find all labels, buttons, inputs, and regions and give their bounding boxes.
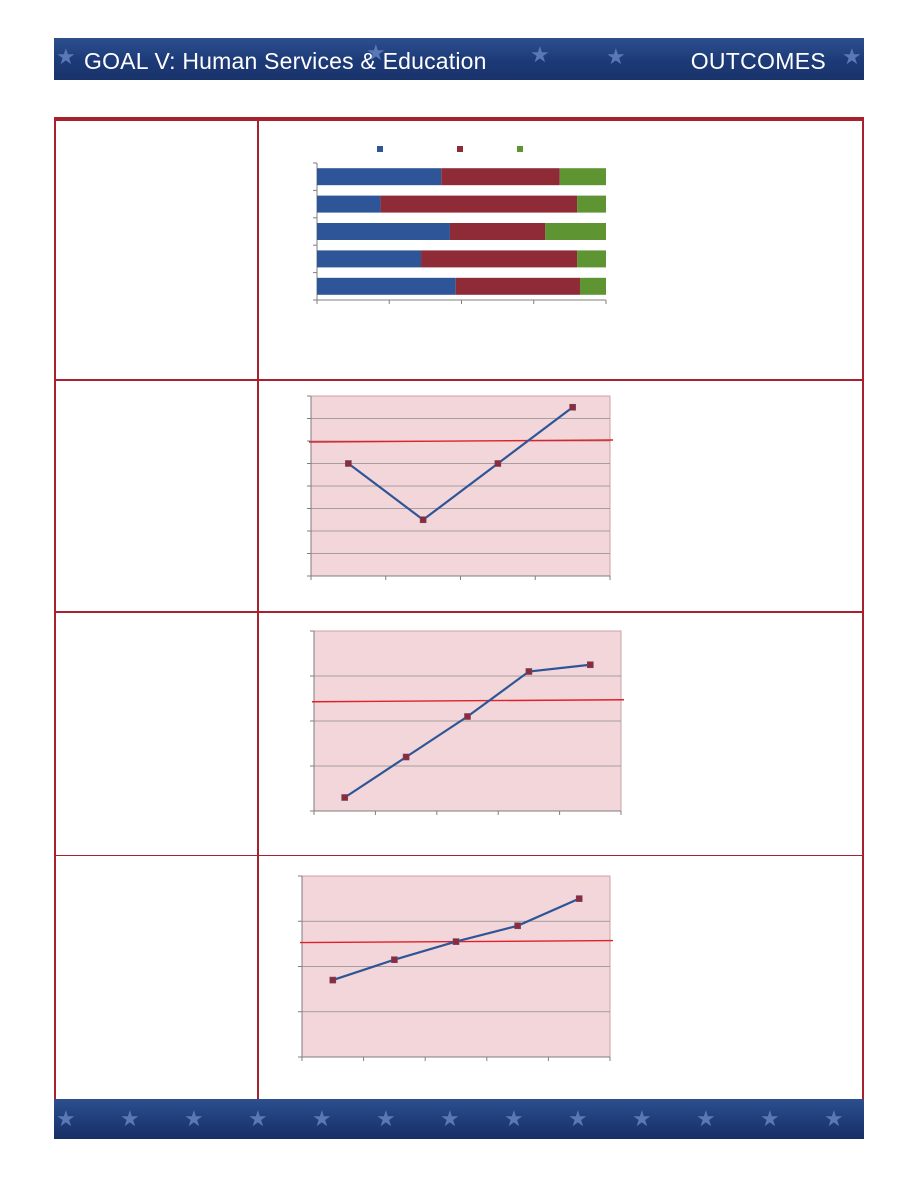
frame-top <box>54 117 864 121</box>
data-point <box>525 668 533 675</box>
star-icon: ★ <box>504 1106 524 1131</box>
bar-segment <box>579 277 606 295</box>
bar-segment <box>545 223 606 240</box>
data-point <box>402 753 410 761</box>
data-point <box>345 460 352 467</box>
star-icon: ★ <box>530 42 550 67</box>
star-icon: ★ <box>56 44 76 69</box>
target-line <box>308 439 614 443</box>
star-icon: ★ <box>632 1106 652 1131</box>
line-chart-3 <box>298 875 614 1061</box>
star-icon: ★ <box>440 1106 460 1131</box>
bar-segment <box>441 168 560 186</box>
data-point <box>575 895 583 902</box>
star-icon: ★ <box>842 44 862 69</box>
legend-marker <box>377 146 383 152</box>
bar-segment <box>380 195 578 213</box>
star-icon: ★ <box>376 1106 396 1131</box>
page-title: GOAL V: Human Services & Education <box>84 48 487 74</box>
star-icon: ★ <box>366 40 386 65</box>
data-point <box>514 922 521 930</box>
line-chart-1 <box>307 395 614 580</box>
stacked-bar-chart <box>313 146 607 304</box>
data-point <box>464 713 471 720</box>
series-line <box>347 406 574 522</box>
star-icon: ★ <box>824 1106 844 1131</box>
star-icon: ★ <box>606 44 626 69</box>
frame-divider <box>257 117 259 1111</box>
footer-banner: ★ ★ ★ ★ ★ ★ ★ ★ ★ ★ ★ ★ ★ <box>54 1099 864 1139</box>
header-banner: ★ ★ ★ ★ ★ GOAL V: Human Services & Educa… <box>54 38 864 80</box>
row-separator <box>54 611 864 613</box>
star-icon: ★ <box>120 1106 140 1131</box>
line-chart-2 <box>310 630 625 815</box>
row-separator <box>54 855 864 856</box>
bar-segment <box>317 168 442 186</box>
bar-segment <box>421 250 578 268</box>
section-label: OUTCOMES <box>690 48 826 74</box>
data-point <box>391 956 398 964</box>
star-icon: ★ <box>696 1106 716 1131</box>
legend-marker <box>517 146 523 152</box>
data-point <box>452 938 460 945</box>
data-point <box>329 976 337 984</box>
data-point <box>341 794 349 801</box>
star-icon: ★ <box>248 1106 268 1131</box>
bar-segment <box>317 250 422 268</box>
bar-segment <box>449 223 546 240</box>
bar-segment <box>317 195 381 213</box>
data-point <box>586 661 594 669</box>
row-separator <box>54 379 864 381</box>
star-icon: ★ <box>312 1106 332 1131</box>
star-icon: ★ <box>184 1106 204 1131</box>
star-icon: ★ <box>760 1106 780 1131</box>
bar-segment <box>317 277 456 295</box>
target-line <box>311 699 625 703</box>
frame-right <box>862 117 864 1111</box>
bar-segment <box>317 223 450 240</box>
legend-marker <box>457 146 463 152</box>
data-point <box>569 403 576 411</box>
bar-segment <box>577 250 606 268</box>
data-point <box>419 516 427 524</box>
bar-segment <box>559 168 606 186</box>
star-icon: ★ <box>568 1106 588 1131</box>
frame-left <box>54 117 56 1111</box>
bar-segment <box>455 277 580 295</box>
bar-segment <box>577 195 606 213</box>
data-point <box>494 460 502 467</box>
star-icon: ★ <box>56 1106 76 1131</box>
